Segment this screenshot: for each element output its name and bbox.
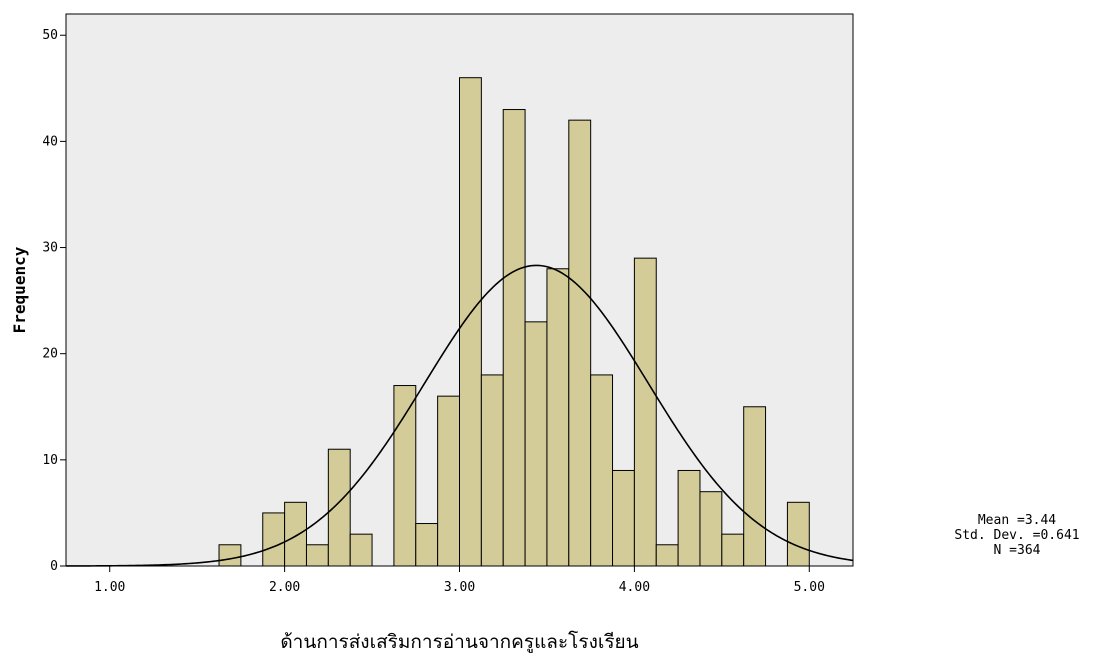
x-axis: 1.00 2.00 3.00 4.00 5.00 xyxy=(94,566,825,595)
histogram-bar xyxy=(524,321,548,567)
histogram-bar xyxy=(743,406,767,567)
histogram-bar xyxy=(677,469,701,567)
histogram-bar xyxy=(437,395,460,567)
x-axis-label: ด้านการส่งเสริมการอ่านจากครูและโรงเรียน xyxy=(280,630,638,653)
x-tick-label: 3.00 xyxy=(444,580,475,595)
histogram-bar xyxy=(612,469,635,567)
histogram-bar xyxy=(262,512,286,567)
y-tick-label: 20 xyxy=(42,347,58,362)
histogram-bar xyxy=(568,119,592,567)
histogram-bar xyxy=(502,109,526,567)
x-tick-label: 5.00 xyxy=(794,580,825,595)
histogram-bar xyxy=(349,533,373,567)
stats-n: N =364 xyxy=(994,543,1041,558)
stats-std-dev: Std. Dev. =0.641 xyxy=(954,528,1079,543)
histogram-bar xyxy=(284,501,307,567)
histogram-bar xyxy=(655,544,679,567)
histogram-bar xyxy=(480,374,504,567)
stats-mean: Mean =3.44 xyxy=(978,513,1056,528)
x-tick-label: 4.00 xyxy=(619,580,650,595)
y-axis: 0 10 20 30 40 50 xyxy=(42,28,66,574)
histogram-bar xyxy=(546,268,570,567)
histogram-bar xyxy=(699,491,723,567)
histogram-bar xyxy=(786,501,810,567)
histogram-bar xyxy=(633,257,657,567)
y-tick-label: 50 xyxy=(42,28,58,43)
y-tick-label: 40 xyxy=(42,134,58,149)
y-axis-label: Frequency xyxy=(10,246,29,333)
histogram-bar xyxy=(459,77,482,567)
stats-box: Mean =3.44 Std. Dev. =0.641 N =364 xyxy=(954,513,1079,558)
x-tick-label: 1.00 xyxy=(94,580,125,595)
histogram-bar xyxy=(393,385,417,567)
histogram-bar xyxy=(721,533,745,567)
x-tick-label: 2.00 xyxy=(269,580,300,595)
histogram-bar xyxy=(305,544,329,567)
histogram-bar xyxy=(590,374,614,567)
y-tick-label: 0 xyxy=(50,559,58,574)
histogram-bar xyxy=(327,448,351,567)
y-tick-label: 30 xyxy=(42,241,58,256)
histogram-bar xyxy=(415,523,439,567)
histogram-bar xyxy=(218,544,242,567)
normal-curve xyxy=(66,264,854,567)
y-tick-label: 10 xyxy=(42,453,58,468)
